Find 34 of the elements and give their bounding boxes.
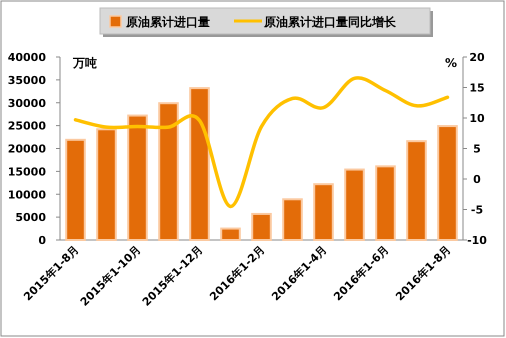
y-tick-label: 30000 bbox=[8, 96, 46, 110]
bar bbox=[251, 212, 272, 241]
y2-tick-label: -10 bbox=[467, 234, 488, 247]
y2-tick-label: 15 bbox=[469, 82, 485, 94]
bar bbox=[282, 198, 303, 241]
y-tick-label: 40000 bbox=[8, 51, 46, 64]
y2-tick-label: 0 bbox=[473, 173, 482, 186]
y2-tick-label: 10 bbox=[469, 112, 485, 125]
bar bbox=[406, 140, 427, 241]
bar bbox=[189, 87, 210, 241]
bar bbox=[220, 228, 241, 241]
bar bbox=[96, 128, 117, 241]
y2-axis-title: % bbox=[444, 56, 457, 70]
line-series bbox=[74, 76, 450, 208]
y-tick-label: 35000 bbox=[8, 74, 46, 87]
y-tick-label: 15000 bbox=[8, 165, 46, 178]
legend-label: 原油累计进口量同比增长 bbox=[263, 15, 397, 29]
bar bbox=[65, 138, 86, 241]
y-tick-label: 5000 bbox=[15, 211, 46, 224]
bar bbox=[344, 168, 365, 241]
y2-tick-label: 5 bbox=[473, 142, 481, 156]
y2-tick-label: 20 bbox=[469, 51, 485, 64]
y-axis-title: 万吨 bbox=[72, 56, 97, 70]
bar bbox=[158, 102, 179, 241]
bar bbox=[127, 114, 148, 241]
y-tick-label: 10000 bbox=[8, 188, 46, 202]
bar bbox=[375, 165, 396, 241]
y-tick-label: 25000 bbox=[8, 120, 46, 133]
y2-tick-label: -5 bbox=[470, 204, 484, 216]
y-tick-label: 0 bbox=[38, 234, 46, 247]
legend-label: 原油累计进口量 bbox=[125, 15, 210, 29]
bar bbox=[437, 125, 458, 241]
y-tick-label: 20000 bbox=[8, 142, 46, 156]
bar bbox=[313, 183, 334, 241]
